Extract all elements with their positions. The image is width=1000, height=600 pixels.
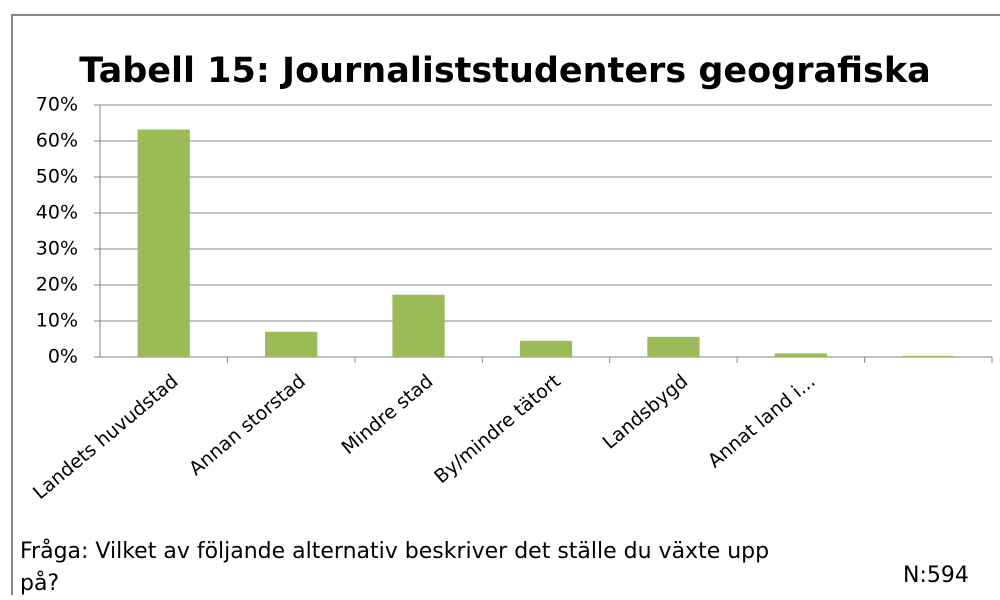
y-tick-label: 20% bbox=[36, 274, 78, 296]
bar bbox=[774, 353, 827, 357]
y-tick-label: 70% bbox=[36, 94, 78, 116]
bar bbox=[137, 129, 190, 357]
bar bbox=[392, 294, 445, 357]
y-tick-label: 10% bbox=[36, 310, 78, 332]
sample-size: N:594 bbox=[903, 563, 969, 588]
y-tick-label: 60% bbox=[36, 130, 78, 152]
x-tick-label: Landsbygd bbox=[599, 370, 693, 453]
y-tick-label: 50% bbox=[36, 166, 78, 188]
question-note: Fråga: Vilket av följande alternativ bes… bbox=[20, 539, 770, 596]
y-tick-label: 0% bbox=[48, 346, 78, 368]
bar bbox=[519, 340, 573, 357]
bar bbox=[265, 331, 318, 357]
y-tick-label: 40% bbox=[36, 202, 78, 224]
x-tick-label: Annat land i... bbox=[704, 370, 820, 472]
x-tick-label: Mindre stad bbox=[337, 370, 437, 459]
x-tick-label: Annan storstad bbox=[185, 370, 310, 480]
chart-title: Tabell 15: Journaliststudenters geografi… bbox=[79, 51, 931, 91]
x-tick-label: By/mindre tätort bbox=[430, 370, 565, 488]
chart-border bbox=[11, 14, 1000, 595]
x-tick-label: Landets huvudstad bbox=[29, 370, 182, 504]
y-tick-label: 30% bbox=[36, 238, 78, 260]
bar bbox=[902, 355, 955, 357]
bar bbox=[647, 336, 700, 357]
